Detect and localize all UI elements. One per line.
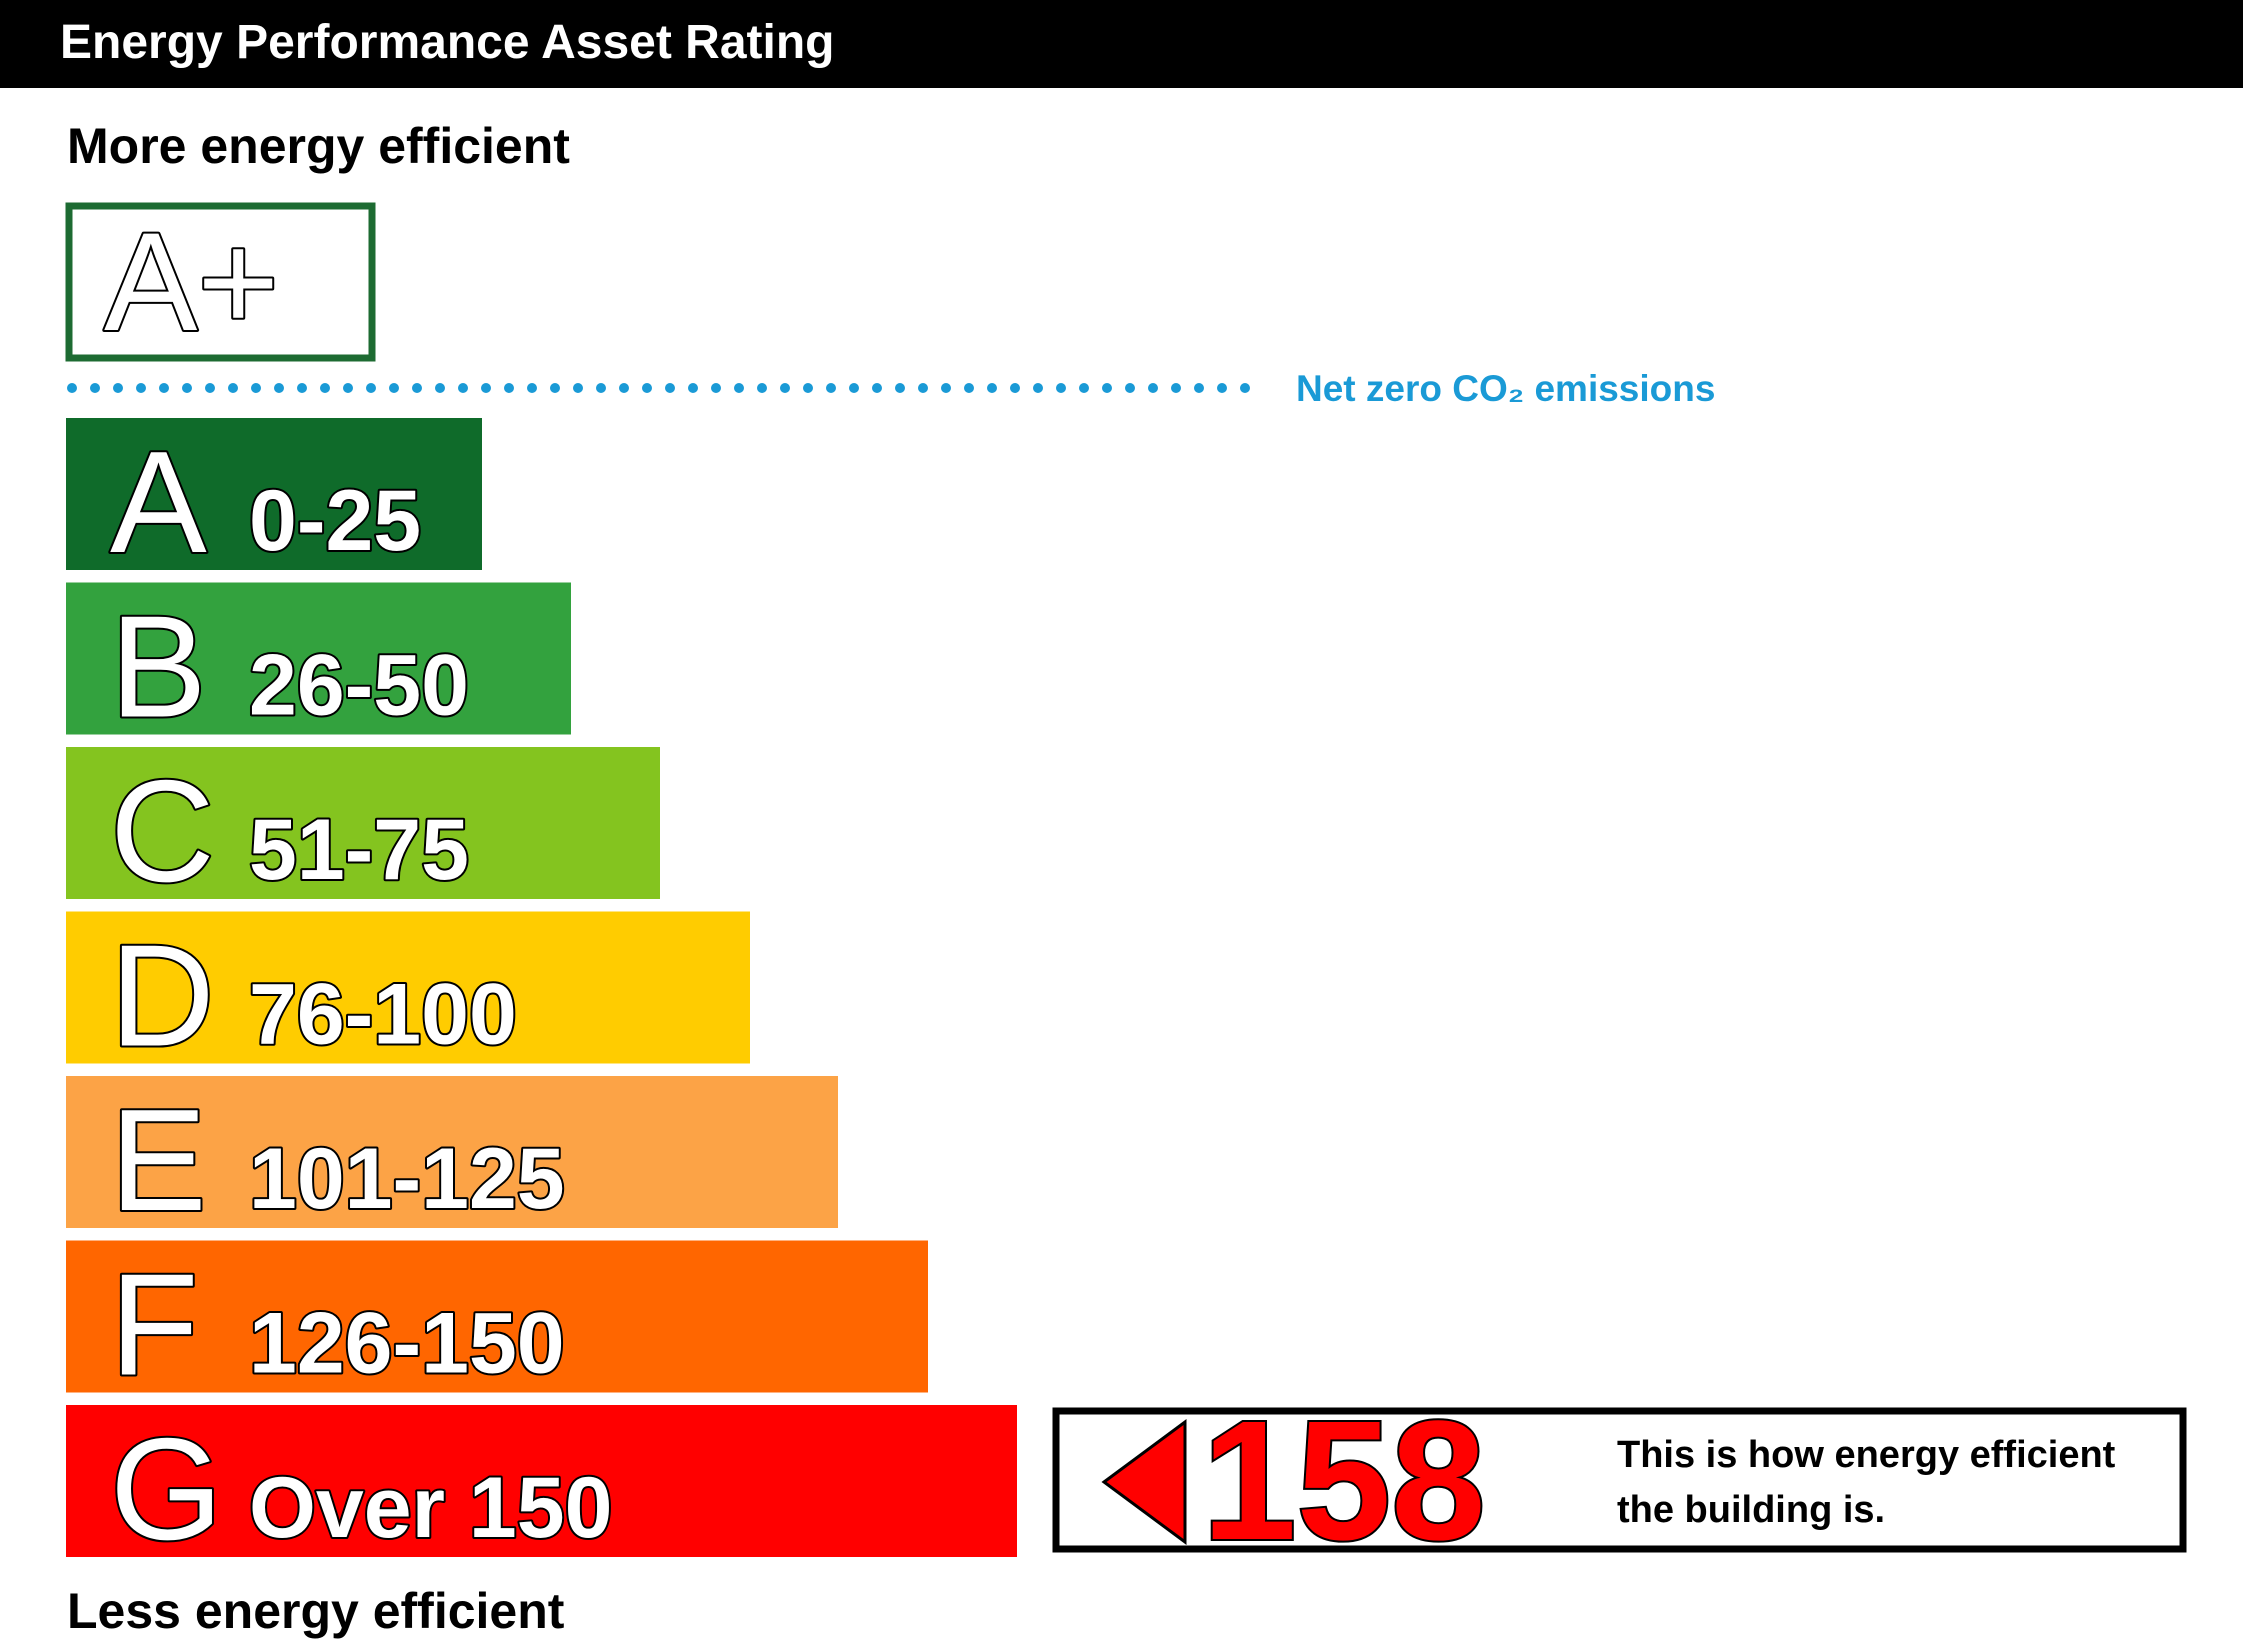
band-range: 51-75 [249, 802, 469, 898]
rating-box [1052, 1407, 2187, 1553]
net-zero-label: Net zero CO₂ emissions [1296, 368, 1715, 409]
band-bar [66, 1240, 928, 1393]
band-bar [66, 418, 482, 570]
band-range: 126-150 [249, 1296, 565, 1392]
aplus-label: A+ [104, 203, 279, 360]
band-letter: G [110, 1408, 223, 1570]
rating-value: 158 [1202, 1386, 1486, 1576]
band-bar [66, 911, 750, 1064]
band-bar [66, 582, 571, 735]
rating-arrow [1101, 1419, 1187, 1545]
band-bar [66, 1405, 1017, 1557]
bands: A 0-25 B 26-50 C 51-75 D 76-100 E 101-125 F 126-150… [66, 418, 1017, 1572]
band-range: 76-100 [249, 967, 517, 1063]
band-letter: F [110, 1244, 199, 1406]
band-range: 101-125 [249, 1131, 565, 1227]
band-range: 26-50 [249, 638, 469, 734]
header-bar [0, 0, 2243, 88]
bottom-label: Less energy efficient [67, 1583, 565, 1639]
rating-text: This is how energy efficient [1617, 1434, 2116, 1476]
band-bar [66, 747, 660, 899]
band-letter: D [110, 915, 215, 1077]
band-letter: A [110, 421, 207, 583]
header-title: Energy Performance Asset Rating [60, 16, 834, 69]
band-bar [66, 1076, 838, 1228]
band-letter: E [110, 1079, 207, 1241]
band-range: Over 150 [249, 1460, 612, 1556]
rating-text: the building is. [1617, 1489, 1885, 1531]
band-letter: C [110, 750, 215, 912]
band-letter: B [110, 586, 207, 748]
top-label: More energy efficient [67, 118, 570, 174]
aplus-box [65, 202, 376, 362]
band-range: 0-25 [249, 473, 421, 569]
